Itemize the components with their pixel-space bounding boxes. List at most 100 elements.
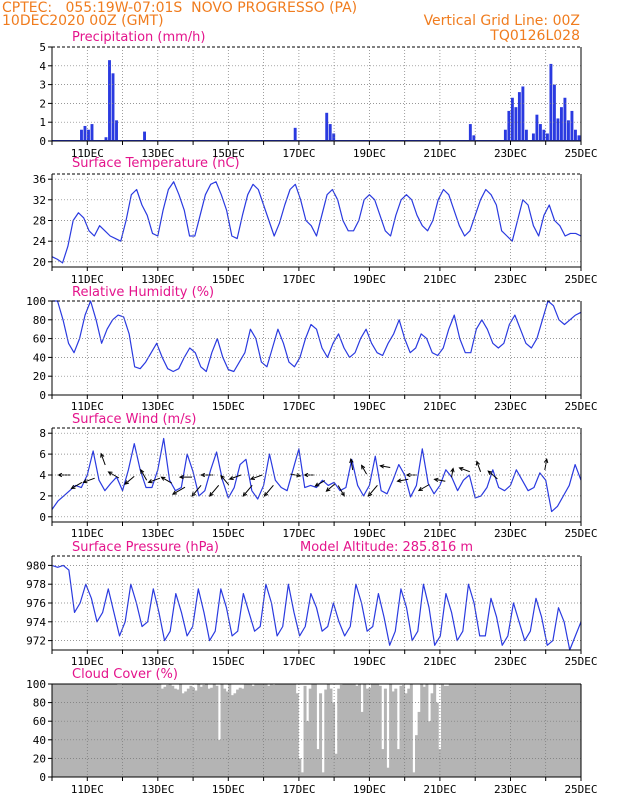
cloud-bar	[376, 684, 380, 777]
cloud-bar	[313, 684, 317, 777]
precip-bar	[510, 97, 514, 141]
cloud-bar	[352, 684, 356, 777]
precip-bar	[545, 133, 549, 141]
y-tick-label: 20	[33, 256, 46, 269]
cloud-bar	[280, 684, 284, 777]
panel-5: Cloud Cover (%) 0 20 40 60 80 100 11DEC 13DEC 15D…	[26, 667, 597, 796]
x-tick-label: 15DEC	[212, 400, 245, 413]
cloud-bar	[168, 684, 172, 777]
cloud-bar	[179, 684, 183, 777]
wind-arrow	[396, 478, 409, 483]
wind-arrow	[314, 480, 326, 487]
wind-arrow	[82, 477, 95, 484]
x-tick-label: 21DEC	[423, 527, 456, 540]
y-tick-label: 100	[26, 295, 46, 308]
cloud-bar	[303, 685, 307, 777]
cloud-bar	[557, 684, 561, 777]
wind-arrow	[178, 474, 192, 480]
wind-arrow	[124, 476, 135, 485]
x-tick-label: 11DEC	[71, 147, 104, 160]
cloud-bar	[96, 684, 100, 777]
cloud-bar	[293, 684, 297, 777]
precip-bar	[538, 124, 542, 141]
precip-bar	[87, 129, 90, 141]
wind-arrow	[107, 471, 120, 479]
cloud-bar	[207, 688, 211, 777]
precip-bar	[542, 129, 546, 141]
panel-title: Surface Wind (m/s)	[72, 412, 196, 427]
cloud-bar	[298, 758, 302, 777]
x-tick-label: 15DEC	[212, 655, 245, 668]
cloud-bar	[316, 749, 320, 777]
cloud-bar	[523, 684, 527, 777]
cloud-bar	[536, 684, 540, 777]
cloud-bar	[251, 685, 255, 777]
cloud-bar	[256, 684, 260, 777]
cloud-bar	[516, 684, 520, 777]
cloud-bar	[321, 772, 325, 777]
wind-arrow-shaft	[71, 481, 83, 489]
x-tick-label: 19DEC	[353, 400, 386, 413]
wind-arrow-head	[543, 457, 549, 464]
cloud-bar	[52, 684, 55, 777]
cloud-bar	[534, 684, 538, 777]
x-tick-label: 11DEC	[71, 655, 104, 668]
cloud-bar	[378, 685, 382, 777]
cloud-bar	[90, 684, 94, 777]
cloud-bar	[368, 687, 372, 777]
cloud-bar	[360, 711, 364, 777]
y-tick-label: 972	[26, 635, 46, 648]
cloud-bar	[365, 688, 369, 777]
cloud-bar	[217, 739, 221, 777]
wind-arrow-shaft	[326, 483, 336, 492]
precip-bar	[328, 124, 332, 141]
cloud-bar	[158, 684, 162, 777]
wind-arrow-shaft	[108, 471, 120, 479]
cloud-bar	[329, 688, 333, 777]
cloud-bar	[160, 688, 164, 777]
wind-arrow-head	[147, 479, 153, 484]
precip-bar	[80, 129, 83, 141]
panel-4: Surface Pressure (hPa) Model Altitude: 28…	[26, 540, 597, 668]
cloud-bar	[192, 687, 196, 777]
precip-bar	[472, 135, 476, 141]
x-tick-label: 23DEC	[494, 527, 527, 540]
cloud-bar	[114, 684, 118, 777]
y-tick-label: 40	[33, 351, 46, 364]
cloud-bar	[272, 684, 276, 777]
panel-1: Surface Temperature (nC) 20 24 28 32 36 11DEC 1…	[33, 156, 598, 286]
x-tick-label: 25DEC	[564, 400, 597, 413]
grid	[52, 47, 581, 141]
x-tick-label: 15DEC	[212, 273, 245, 286]
wind-arrow	[361, 464, 368, 475]
cloud-bar	[381, 749, 385, 777]
cloud-bar	[319, 693, 323, 777]
cloud-bar	[448, 684, 452, 777]
cloud-bar	[505, 684, 509, 777]
wind-arrow	[417, 484, 430, 492]
cloud-bar	[57, 684, 61, 777]
cloud-bar	[223, 688, 227, 777]
y-tick-label: 2	[39, 490, 46, 503]
wind-arrow-shaft	[229, 474, 242, 480]
x-tick-label: 21DEC	[423, 147, 456, 160]
wind-arrow-head	[314, 482, 320, 487]
wind-arrow-head	[200, 472, 206, 478]
cloud-bar	[300, 772, 304, 777]
cloud-bar	[503, 684, 507, 777]
cloud-bar	[370, 684, 374, 777]
cloud-bar	[181, 693, 185, 777]
cloud-bar	[459, 684, 463, 777]
wind-arrow-shaft	[380, 465, 391, 468]
cloud-bar	[404, 693, 408, 777]
cloud-bar	[306, 721, 310, 777]
cloud-bar	[544, 684, 548, 777]
wind-arrow	[147, 477, 161, 484]
x-tick-label: 17DEC	[282, 783, 315, 796]
cloud-bar	[472, 684, 476, 777]
cloud-bar	[85, 684, 89, 777]
x-tick-label: 15DEC	[212, 783, 245, 796]
cloud-bar	[189, 685, 193, 777]
cloud-bar	[246, 684, 250, 777]
cloud-bar	[254, 684, 258, 777]
